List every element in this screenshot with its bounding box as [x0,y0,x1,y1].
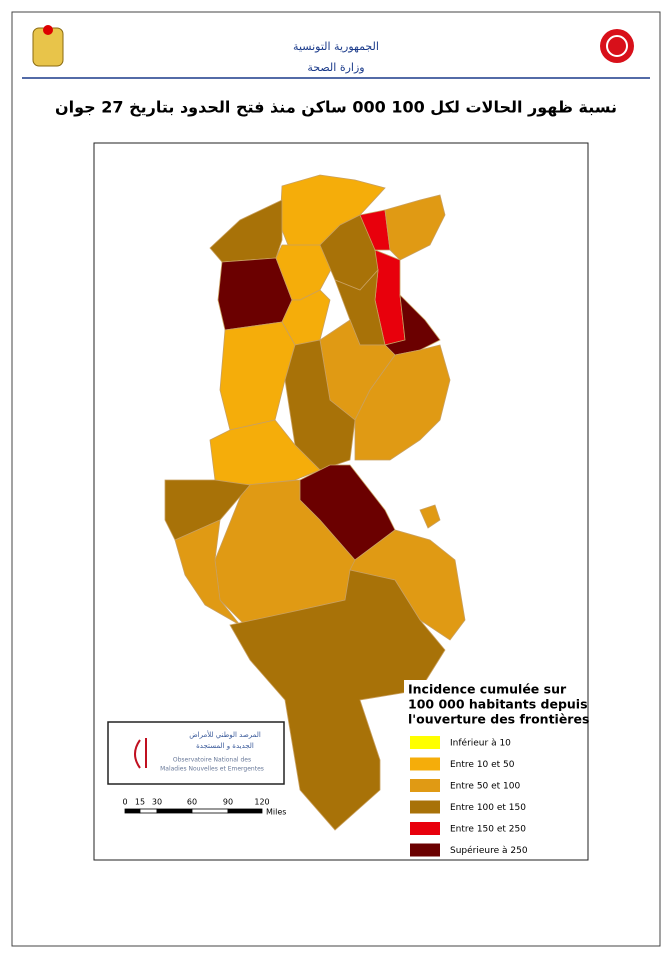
map [164,174,466,831]
scale-segment [124,808,141,814]
scale-tick-label: 120 [254,798,269,807]
scale-tick-label: 0 [122,798,127,807]
scale-tick-label: 90 [223,798,233,807]
scale-tick-label: 15 [135,798,145,807]
legend-title: Incidence cumulée sur [408,682,567,697]
header-ministry: وزارة الصحة [307,61,364,74]
scale-unit: Miles [266,808,286,817]
legend-swatch [410,800,440,814]
scale-segment [191,808,229,814]
legend-label: Entre 50 et 100 [450,782,521,792]
legend-title: 100 000 habitants depuis [408,697,588,712]
logo-arabic: المرصد الوطني للأمراض [189,730,261,739]
health-logo [600,29,634,63]
legend-swatch [410,736,440,749]
logo-french: Maladies Nouvelles et Emergentes [160,766,264,773]
legend-title: l'ouverture des frontières [408,712,589,727]
legend-label: Supérieure à 250 [450,845,528,856]
page-frame [11,11,661,947]
logo-arabic: الجديدة و المستجدة [196,742,254,750]
scale-segment [156,808,193,814]
scale-tick-label: 30 [152,798,162,807]
legend-swatch [410,779,440,792]
legend-swatch [410,843,440,857]
scale-tick-label: 60 [187,798,197,807]
legend-swatch [410,822,440,835]
region [219,321,296,431]
region [229,569,446,831]
emblem [32,25,64,67]
logo-box [107,721,285,785]
scale-segment [227,808,263,814]
legend-label: Entre 150 et 250 [450,825,526,835]
region [354,344,451,461]
region [384,194,446,261]
legend-label: Inférieur à 10 [450,738,511,749]
scale-segment [139,808,158,814]
legend-label: Entre 100 et 150 [450,803,526,813]
region [419,504,441,529]
title: نسبة ظهور الحالات لكل 100 000 ساكن منذ ف… [55,98,617,117]
region [174,519,241,626]
legend-swatch [410,757,440,771]
logo-french: Observatoire National des [173,757,251,764]
legend-label: Entre 10 et 50 [450,760,515,770]
header-country: الجمهورية التونسية [293,40,379,53]
